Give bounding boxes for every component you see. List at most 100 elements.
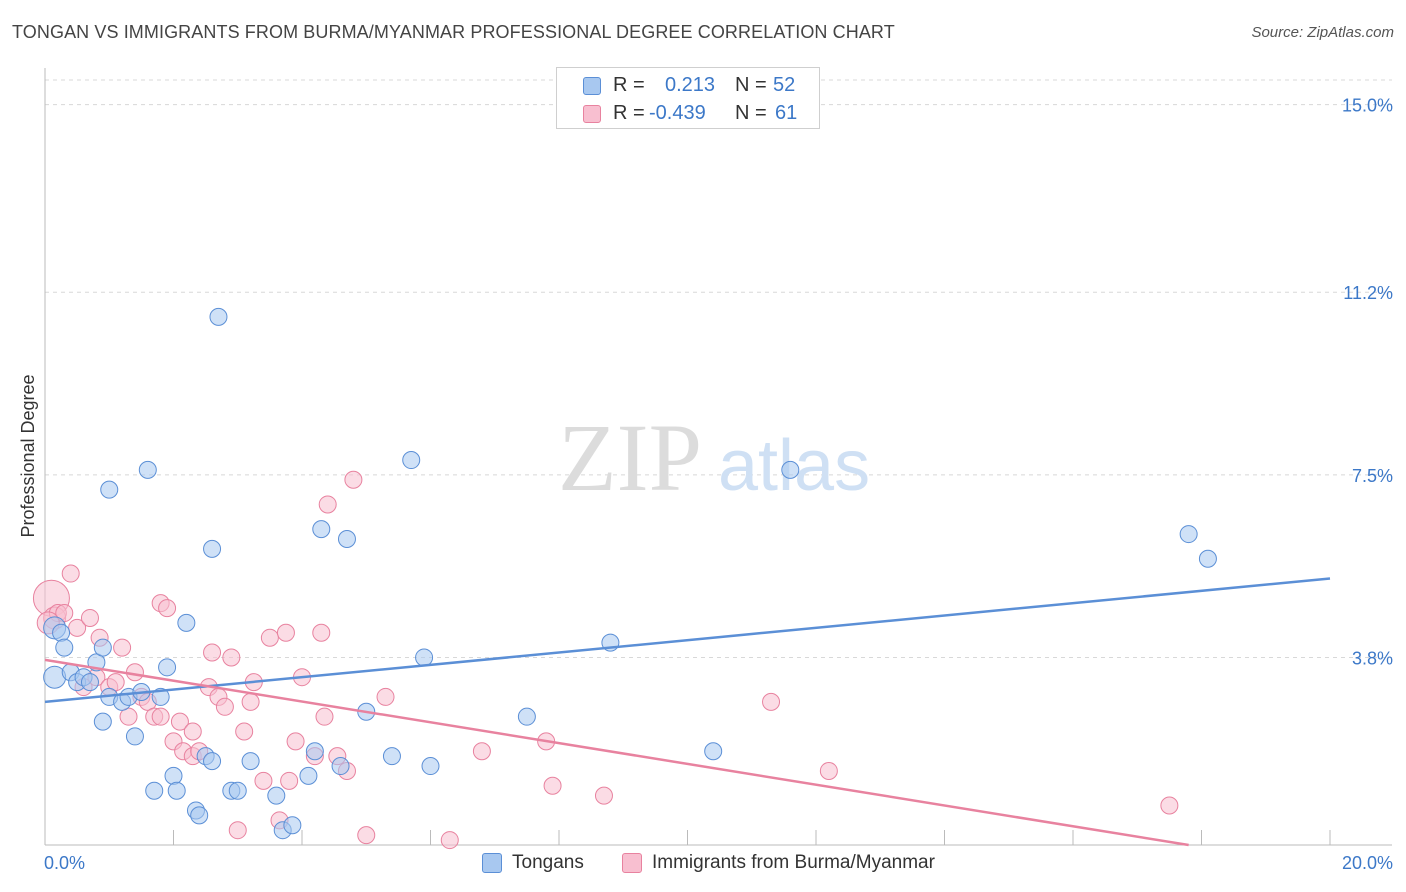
tongan-point — [164, 766, 183, 785]
burma-point — [357, 826, 376, 845]
tongan-point — [55, 638, 74, 657]
tongan-point — [158, 658, 177, 677]
burma-point — [1160, 796, 1179, 815]
legend-box: R = 0.213 N = 52 R = -0.439 N = 61 — [556, 67, 820, 129]
tongan-point — [1179, 525, 1198, 544]
burma-point — [594, 786, 613, 805]
tongan-point — [704, 742, 723, 761]
y-axis-label: Professional Degree — [18, 374, 38, 537]
legend-r-value: 0.213 — [665, 74, 716, 96]
x-tick-label-max: 20.0% — [1342, 853, 1393, 873]
tongan-point — [421, 757, 440, 776]
source-note: Source: ZipAtlas.com — [1251, 24, 1394, 41]
tongan-point — [100, 480, 119, 499]
bottom-legend: Tongans Immigrants from Burma/Myanmar — [0, 850, 1406, 880]
tongan-point — [228, 781, 247, 800]
burma-point — [228, 821, 247, 840]
y-tick-label: 11.2% — [1343, 283, 1393, 303]
burma-point — [235, 722, 254, 741]
tongan-point — [415, 648, 434, 667]
burma-point — [241, 692, 260, 711]
watermark-zip: ZIP — [558, 404, 702, 511]
bottom-legend-label-tongans: Tongans — [512, 852, 584, 873]
tongan-point — [517, 707, 536, 726]
burma-point — [203, 643, 222, 662]
tick-labels: 3.8% 7.5% 11.2% 15.0% 0.0% 20.0% — [44, 96, 1393, 873]
axes — [44, 68, 1392, 846]
burma-point — [440, 831, 459, 850]
legend-n-value: 52 — [773, 74, 796, 96]
burma-point — [119, 707, 138, 726]
tongan-point — [283, 816, 302, 835]
burma-point — [344, 470, 363, 489]
burma-point — [472, 742, 491, 761]
legend-n-value: 61 — [775, 102, 798, 124]
burma-point — [318, 495, 337, 514]
y-tick-label: 7.5% — [1352, 466, 1393, 486]
tongan-point — [382, 747, 401, 766]
tongan-point — [93, 712, 112, 731]
bottom-legend-swatch-tongans — [482, 853, 502, 873]
y-tick-label: 15.0% — [1342, 96, 1393, 116]
tongan-point — [151, 687, 170, 706]
watermark: ZIP atlas — [558, 404, 870, 511]
tongan-point — [305, 742, 324, 761]
tongan-point — [203, 752, 222, 771]
tongan-point — [312, 520, 331, 539]
legend-row-burma: R = -0.439 N = 61 — [557, 100, 819, 128]
tongan-point — [80, 673, 99, 692]
burma-point — [543, 776, 562, 795]
tongan-point — [52, 623, 71, 642]
legend-swatch-burma — [583, 105, 601, 123]
burma-trend-line — [44, 658, 1189, 847]
burma-point — [113, 638, 132, 657]
tongan-point — [93, 638, 112, 657]
burma-point — [183, 722, 202, 741]
burma-point — [61, 564, 80, 583]
tongan-point — [138, 460, 157, 479]
trend-lines — [44, 577, 1331, 847]
tongan-point — [203, 539, 222, 558]
tongan-point — [299, 766, 318, 785]
burma-point — [315, 707, 334, 726]
bottom-legend-label-burma: Immigrants from Burma/Myanmar — [652, 852, 935, 873]
burma-point — [819, 761, 838, 780]
bottom-legend-swatch-burma — [622, 853, 642, 873]
burma-point — [312, 623, 331, 642]
burma-point — [106, 673, 125, 692]
tongan-point — [267, 786, 286, 805]
legend-r-label: R = — [613, 102, 645, 124]
tongans-trend-line — [44, 577, 1331, 704]
tongan-point — [337, 530, 356, 548]
legend-r-label: R = — [613, 74, 645, 96]
x-tick-label-min: 0.0% — [44, 853, 85, 873]
burma-point — [158, 599, 177, 618]
burma-point — [170, 712, 189, 731]
legend-n-label: N = — [735, 102, 767, 124]
legend-swatch-tongans — [583, 77, 601, 95]
legend-n-label: N = — [735, 74, 767, 96]
legend-r-value: -0.439 — [649, 102, 706, 124]
tongan-point — [167, 781, 186, 800]
burma-point — [286, 732, 305, 751]
series-burma-points — [32, 470, 1179, 850]
burma-point — [222, 648, 241, 667]
legend-row-tongans: R = 0.213 N = 52 — [557, 72, 819, 100]
series-tongans-points — [43, 307, 1217, 840]
tongan-point — [177, 613, 196, 632]
burma-point — [80, 608, 99, 627]
tongan-point — [209, 307, 228, 326]
tongan-point — [190, 806, 209, 825]
burma-point — [762, 692, 781, 711]
burma-point — [276, 623, 295, 642]
tongan-point — [402, 451, 421, 470]
tongan-point — [1198, 549, 1217, 568]
tongan-point — [125, 727, 144, 746]
burma-point — [376, 687, 395, 706]
burma-point — [151, 707, 170, 726]
tongan-point — [781, 460, 800, 479]
y-tick-label: 3.8% — [1352, 648, 1393, 668]
tongan-point — [241, 752, 260, 771]
tongan-point — [145, 781, 164, 800]
